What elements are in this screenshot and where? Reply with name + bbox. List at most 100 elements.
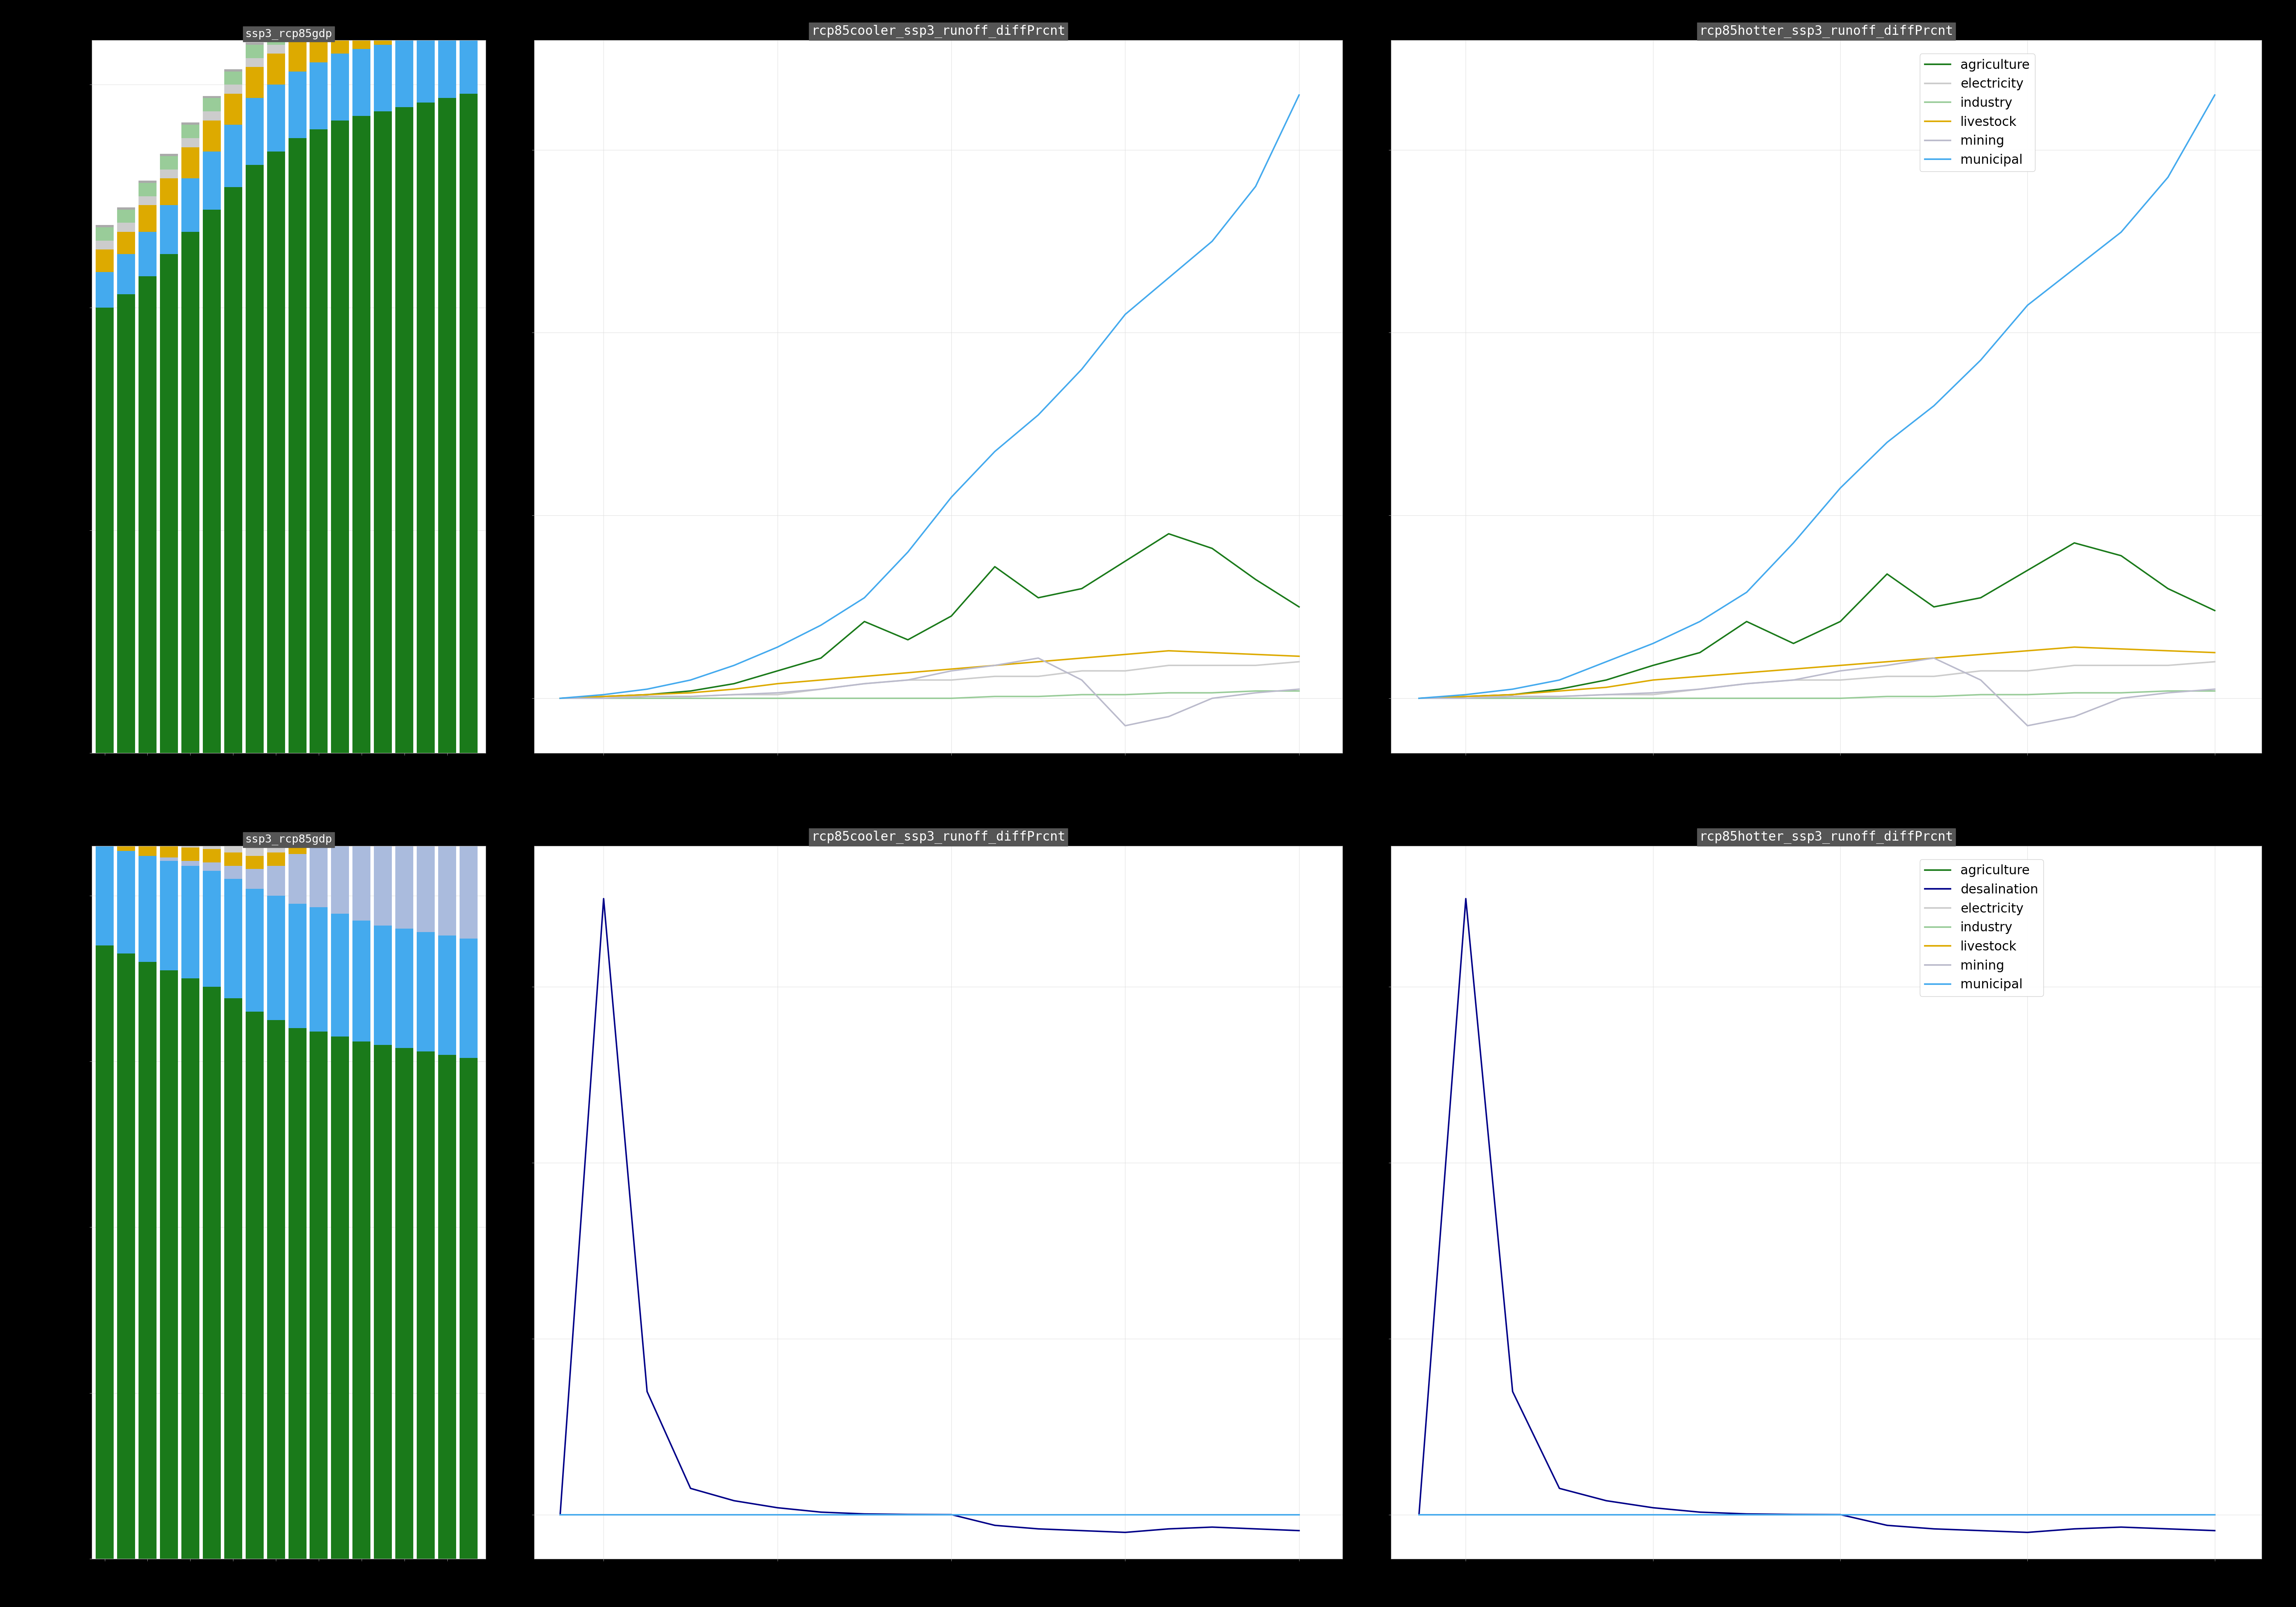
Bar: [266, 813, 285, 816]
Bar: [331, 768, 349, 781]
Bar: [354, 921, 370, 1041]
Title: ssp3_rcp85gdp: ssp3_rcp85gdp: [246, 834, 333, 845]
Bar: [266, 816, 285, 836]
Bar: [138, 857, 156, 963]
Bar: [395, 40, 413, 108]
Bar: [374, 664, 393, 680]
Bar: [225, 836, 241, 852]
Bar: [225, 813, 241, 816]
Bar: [96, 249, 115, 272]
Bar: [459, 93, 478, 754]
Bar: [418, 5, 434, 35]
Bar: [181, 808, 200, 812]
Bar: [246, 857, 264, 869]
Bar: [246, 58, 264, 67]
Bar: [161, 254, 177, 754]
Bar: [439, 1054, 457, 1559]
Bar: [459, 0, 478, 27]
Bar: [181, 231, 200, 754]
Bar: [354, 0, 370, 10]
Bar: [289, 138, 305, 754]
Bar: [202, 987, 220, 1559]
Bar: [96, 272, 115, 307]
Bar: [181, 812, 200, 831]
Bar: [225, 71, 241, 85]
Bar: [354, 18, 370, 50]
Bar: [310, 794, 328, 812]
Bar: [289, 903, 305, 1028]
Bar: [117, 254, 135, 294]
Bar: [246, 1012, 264, 1559]
Bar: [117, 837, 135, 850]
Bar: [225, 998, 241, 1559]
Bar: [331, 22, 349, 53]
Bar: [289, 853, 305, 903]
Bar: [96, 241, 115, 249]
Bar: [331, 781, 349, 914]
Bar: [181, 138, 200, 148]
Bar: [161, 805, 177, 808]
Bar: [96, 795, 115, 816]
Bar: [202, 209, 220, 754]
Bar: [354, 688, 370, 709]
Bar: [161, 169, 177, 178]
Bar: [96, 816, 115, 832]
Bar: [289, 71, 305, 138]
Bar: [266, 895, 285, 1020]
Bar: [161, 828, 177, 844]
Bar: [289, 18, 305, 31]
Bar: [181, 979, 200, 1559]
Bar: [418, 0, 434, 5]
Bar: [117, 800, 135, 821]
Bar: [161, 844, 177, 858]
Bar: [117, 953, 135, 1559]
Bar: [138, 183, 156, 196]
Bar: [374, 643, 393, 664]
Bar: [266, 1020, 285, 1559]
Title: rcp85hotter_ssp3_runoff_diffPrcnt: rcp85hotter_ssp3_runoff_diffPrcnt: [1699, 26, 1954, 39]
Bar: [117, 207, 135, 209]
Bar: [225, 879, 241, 998]
Bar: [331, 1037, 349, 1559]
Bar: [138, 231, 156, 276]
Bar: [289, 31, 305, 40]
Bar: [439, 614, 457, 617]
Bar: [418, 654, 434, 667]
Bar: [418, 932, 434, 1051]
Bar: [459, 619, 478, 638]
Bar: [202, 813, 220, 832]
Bar: [117, 850, 135, 953]
Bar: [354, 725, 370, 738]
Bar: [418, 103, 434, 754]
Bar: [418, 636, 434, 654]
Bar: [181, 847, 200, 861]
Bar: [310, 775, 328, 794]
Bar: [202, 832, 220, 848]
Bar: [310, 63, 328, 129]
Bar: [395, 929, 413, 1048]
Bar: [354, 50, 370, 116]
Bar: [202, 121, 220, 151]
Bar: [96, 945, 115, 1559]
Bar: [138, 206, 156, 231]
Bar: [225, 125, 241, 188]
Bar: [395, 108, 413, 754]
Bar: [138, 276, 156, 754]
Bar: [374, 680, 393, 693]
Bar: [374, 45, 393, 111]
Bar: [246, 820, 264, 839]
Bar: [354, 709, 370, 725]
Bar: [138, 963, 156, 1559]
Bar: [310, 10, 328, 22]
Bar: [266, 29, 285, 31]
Bar: [202, 98, 220, 111]
Bar: [395, 641, 413, 659]
Legend: agriculture, desalination, electricity, industry, livestock, mining, municipal: agriculture, desalination, electricity, …: [1919, 860, 2043, 996]
Bar: [459, 656, 478, 669]
Bar: [395, 672, 413, 929]
Bar: [439, 636, 457, 654]
Bar: [202, 848, 220, 863]
Bar: [117, 209, 135, 223]
Bar: [289, 40, 305, 71]
Bar: [181, 831, 200, 847]
